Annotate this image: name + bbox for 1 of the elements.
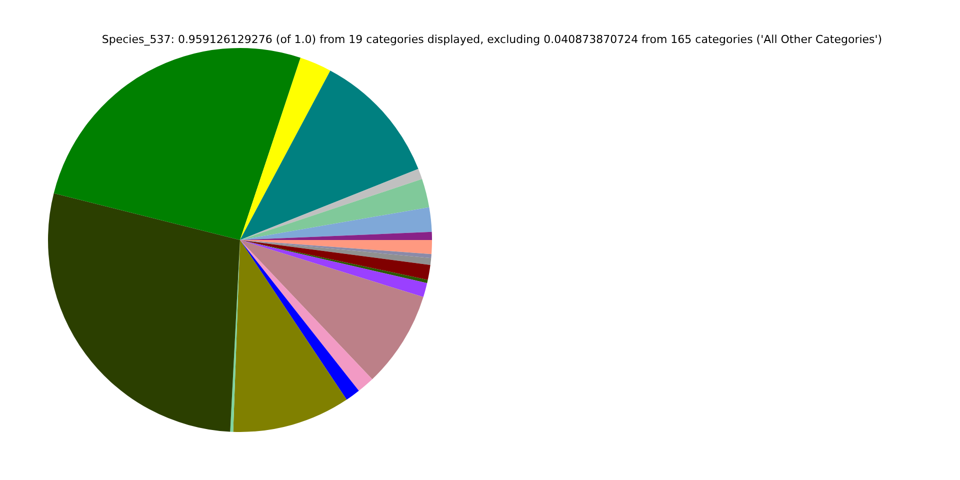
text: Species_537: 0.959126129276 (of 1.0) from 19 categories displayed, excluding 0.040873870724 from 165 categories ('All Other Categories'): [100, 33, 884, 46]
